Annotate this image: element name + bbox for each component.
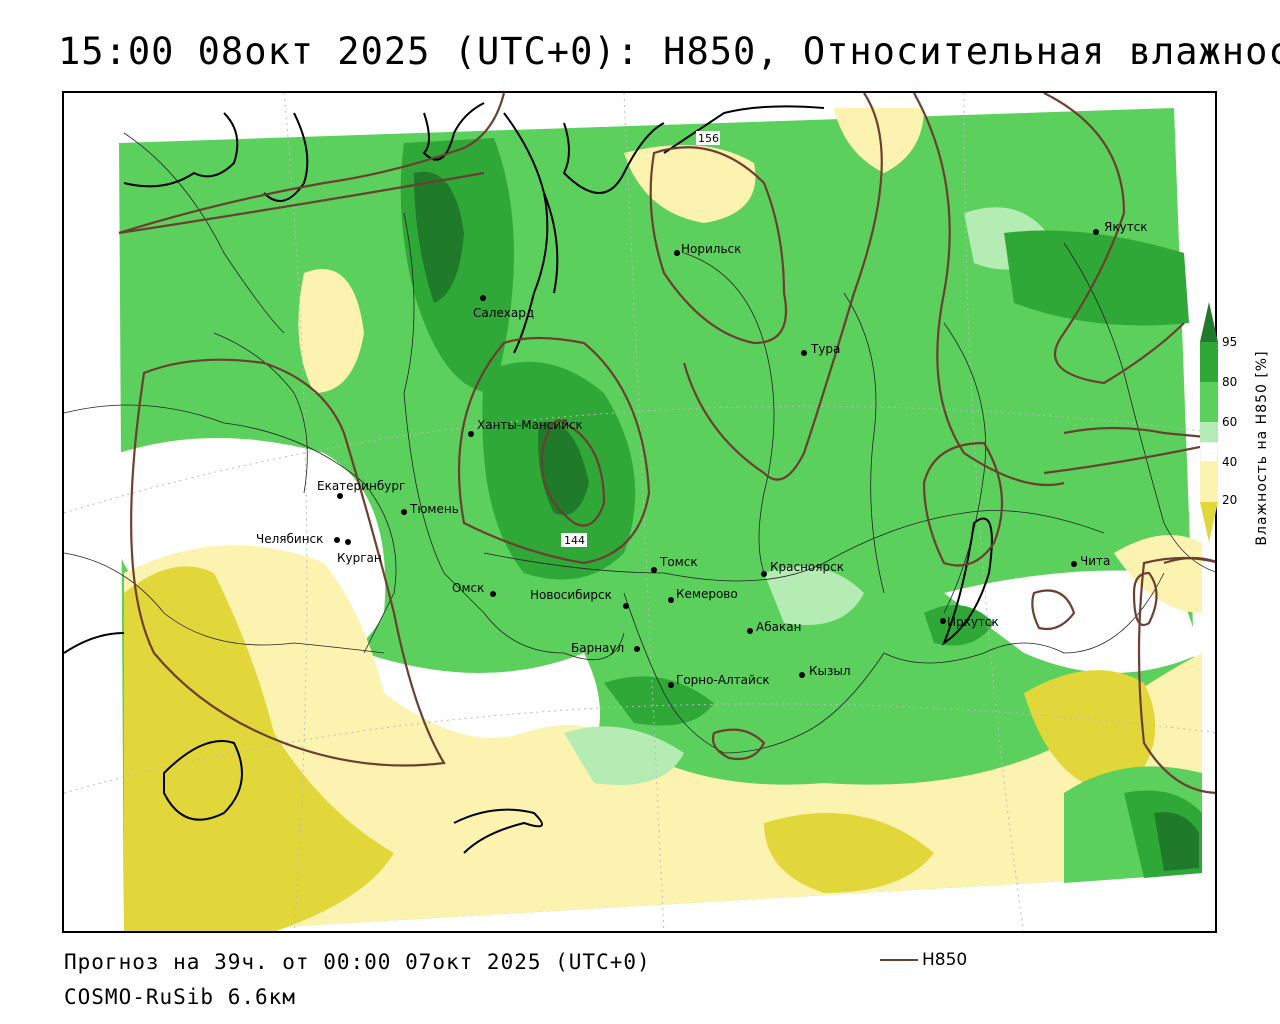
city-label: Якутск [1104,220,1148,234]
humidity-colorbar [1200,302,1218,542]
city-label: Ханты-Мансийск [477,418,583,432]
map-area: 156 144 Якутск Норильск Салехард Тура Ха… [62,91,1217,933]
colorbar-80-95 [1200,342,1218,382]
city-label: Иркутск [947,615,999,629]
colorbar-title: Влажность на H850 [%] [1254,350,1270,546]
city-label: Кызыл [809,664,851,678]
city-markers: Якутск Норильск Салехард Тура Ханты-Манс… [256,220,1148,688]
city-label: Норильск [681,242,741,256]
model-name: COSMO-RuSib 6.6км [64,985,296,1009]
city-label: Салехард [473,306,534,320]
city-label: Тюмень [409,502,459,516]
city-label: Кемерово [676,587,738,601]
city-label: Челябинск [256,532,323,546]
colorbar-tick: 60 [1222,415,1238,429]
legend: H850 [880,950,967,970]
map-title: 15:00 08окт 2025 (UTC+0): H850, Относите… [58,30,1280,73]
city-label: Барнаул [571,641,624,655]
colorbar-tick: 20 [1222,493,1238,507]
colorbar-50-60 [1200,422,1218,442]
city-label: Горно-Алтайск [676,673,770,687]
legend-label: H850 [922,950,968,970]
colorbar-40-50 [1200,441,1218,463]
city-label: Чита [1080,554,1110,568]
colorbar-tick: 80 [1222,375,1238,389]
colorbar-20-40 [1200,462,1218,502]
isohypse-label-144: 144 [564,534,585,547]
city-label: Новосибирск [530,588,612,602]
city-label: Омск [452,581,484,595]
colorbar-tick: 40 [1222,455,1238,469]
isohypse-label-156: 156 [698,132,719,145]
city-label: Тура [810,342,840,356]
forecast-info: Прогноз на 39ч. от 00:00 07окт 2025 (UTC… [64,950,651,974]
map-svg: 156 144 Якутск Норильск Салехард Тура Ха… [64,93,1215,931]
legend-line-swatch [880,959,918,961]
city-label: Красноярск [770,560,844,574]
colorbar-tick: 95 [1222,335,1238,349]
city-label: Абакан [756,620,801,634]
city-label: Курган [337,551,382,565]
city-label: Екатеринбург [317,479,405,493]
colorbar-60-80 [1200,382,1218,422]
colorbar-95 [1200,302,1218,342]
colorbar-lt20 [1200,502,1218,542]
city-label: Томск [659,555,698,569]
